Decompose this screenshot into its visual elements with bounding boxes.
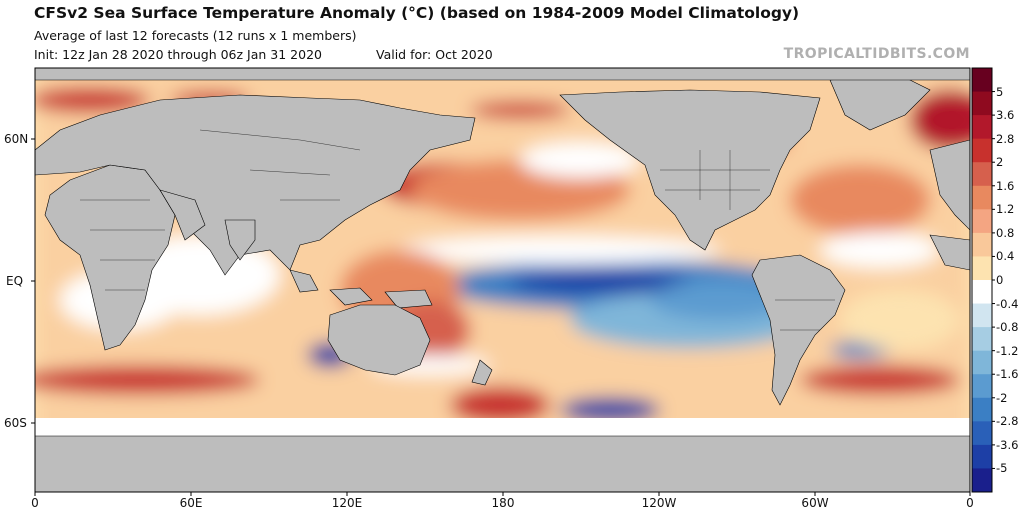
lon-label-60w: 60W: [801, 496, 829, 510]
colorbar-swatch: [972, 115, 992, 140]
colorbar-tick-label: -2: [996, 390, 1008, 405]
country-borders: [80, 129, 835, 331]
lon-ticks: [34, 492, 971, 496]
colorbar-tick-label: 0: [996, 273, 1004, 287]
lat-label-60n: 60N: [4, 132, 29, 146]
map-title: CFSv2 Sea Surface Temperature Anomaly (°…: [34, 4, 800, 22]
lon-label-120w: 120W: [641, 496, 677, 510]
colorbar-swatch: [972, 303, 992, 328]
colorbar-tick-label: 0.8: [996, 225, 1015, 240]
colorbar-swatch: [972, 374, 992, 399]
colorbar-swatch: [972, 280, 992, 305]
lon-label-0-left: 0: [31, 496, 39, 510]
colorbar-tick-label: 2: [996, 155, 1004, 170]
colorbar-tick-label: -0.8: [996, 320, 1019, 335]
lon-label-180: 180: [491, 496, 515, 510]
colorbar-swatch: [972, 256, 992, 281]
colorbar: [972, 68, 995, 493]
forecast-average-info: Average of last 12 forecasts (12 runs x …: [34, 28, 357, 43]
colorbar-swatch: [972, 138, 992, 163]
colorbar-tick-label: 2.8: [996, 131, 1015, 146]
lat-label-60s: 60S: [4, 416, 27, 430]
colorbar-swatch: [972, 232, 992, 257]
colorbar-swatch: [972, 421, 992, 446]
lon-label-0-right: 0: [966, 496, 974, 510]
colorbar-frame: [971, 67, 993, 493]
colorbar-tick-label: 3.6: [996, 108, 1015, 123]
colorbar-tick-label: 1.6: [996, 178, 1015, 193]
colorbar-swatch: [972, 162, 992, 187]
colorbar-tick-label: -5: [996, 461, 1008, 476]
colorbar-tick-label: 0.4: [996, 249, 1015, 264]
valid-time: Valid for: Oct 2020: [376, 47, 493, 62]
colorbar-tick-label: -2.8: [996, 414, 1019, 429]
land-masses: [35, 68, 970, 492]
colorbar-swatch: [972, 68, 992, 93]
lon-label-60e: 60E: [179, 496, 203, 510]
colorbar-swatch: [972, 444, 992, 469]
init-time: Init: 12z Jan 28 2020 through 06z Jan 31…: [34, 47, 322, 62]
source-credit: TROPICALTIDBITS.COM: [783, 46, 970, 62]
colorbar-swatch: [972, 397, 992, 422]
lat-label-eq: EQ: [6, 274, 24, 288]
colorbar-swatch: [972, 350, 992, 375]
colorbar-tick-label: -1.6: [996, 367, 1019, 382]
colorbar-swatch: [972, 209, 992, 234]
colorbar-tick-label: 5: [996, 84, 1004, 99]
colorbar-swatch: [972, 327, 992, 352]
colorbar-tick-label: -1.2: [996, 343, 1019, 358]
colorbar-swatch: [972, 185, 992, 210]
colorbar-swatch: [972, 91, 992, 116]
colorbar-tick-label: -0.4: [996, 296, 1019, 311]
colorbar-swatch: [972, 468, 992, 493]
sea-ice-band: [35, 418, 970, 436]
lon-label-120e: 120E: [331, 496, 363, 510]
lat-ticks: [31, 138, 35, 424]
colorbar-tick-label: 1.2: [996, 202, 1015, 217]
colorbar-tick-label: -3.6: [996, 437, 1019, 452]
